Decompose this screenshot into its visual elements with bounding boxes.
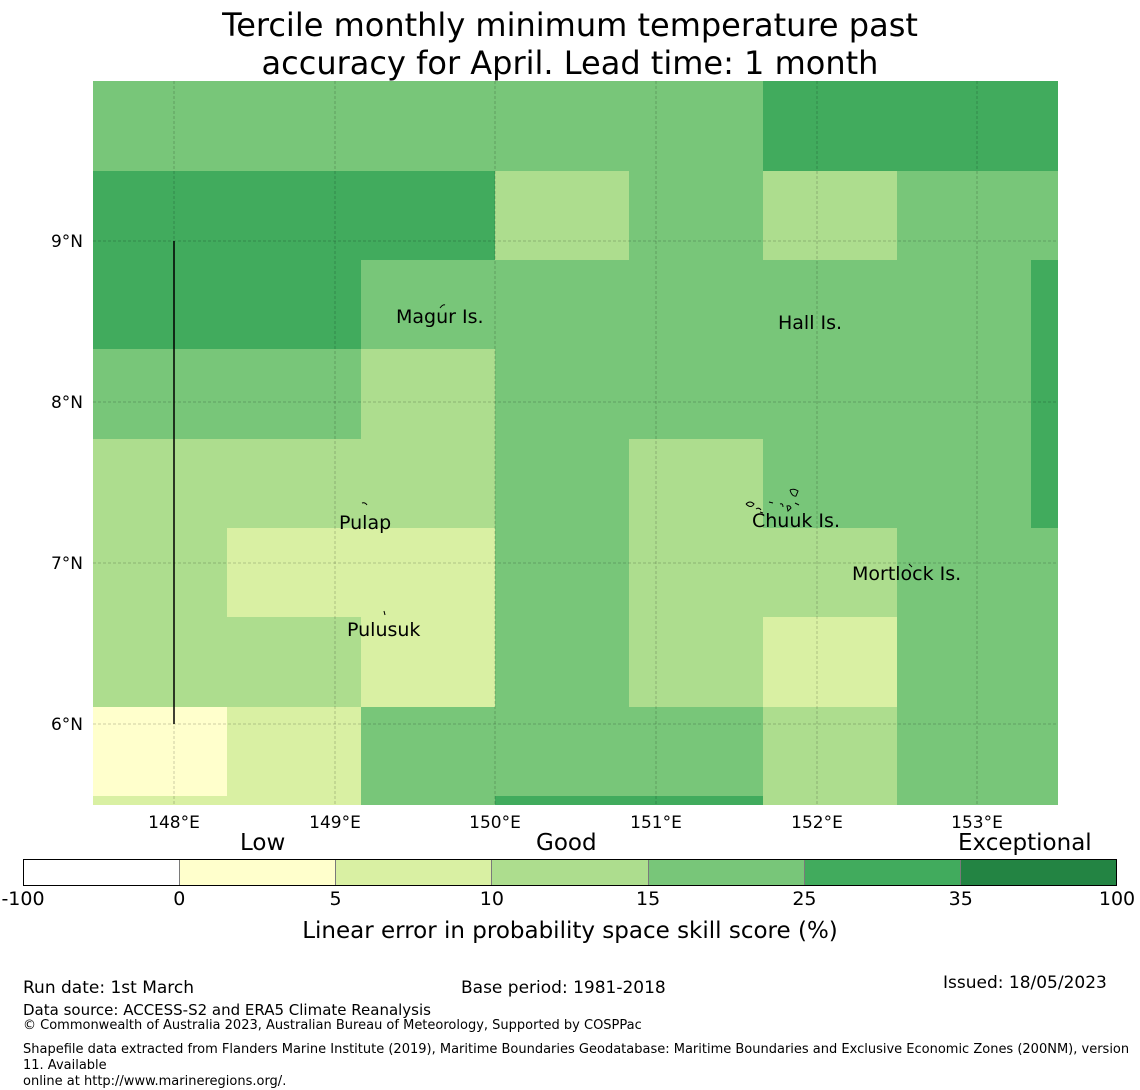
grid-cell — [495, 796, 763, 805]
island-pulusuk — [383, 610, 386, 616]
place-labels: Magur Is. Hall Is. Pulap Chuuk Is. Mortlock … — [339, 306, 961, 641]
lon-label: 149°E — [309, 813, 361, 830]
colorbar-tick-label: 25 — [792, 888, 817, 910]
grid-cell — [93, 171, 495, 260]
skill-map: 148°E 149°E 150°E 151°E 152°E 153°E 9°N 8°N 7°N… — [51, 81, 1058, 830]
shapefile-credit-line-1: Shapefile data extracted from Flanders M… — [23, 1042, 1130, 1073]
base-period: Base period: 1981-2018 — [461, 978, 666, 998]
colorbar-segment — [804, 860, 961, 885]
colorbar-tick-label: 5 — [329, 888, 342, 910]
colorbar-segment — [24, 860, 181, 885]
colorbar-tick-label: -100 — [1, 888, 45, 910]
grid-cell — [495, 439, 629, 528]
grid-cell — [93, 707, 227, 796]
colorbar-segment — [336, 860, 493, 885]
shapefile-credit: Shapefile data extracted from Flanders M… — [23, 1042, 1133, 1090]
grid-cell — [763, 707, 897, 805]
colorbar-segment — [492, 860, 649, 885]
lon-label: 150°E — [469, 813, 521, 830]
shapefile-credit-line-2: online at http://www.marineregions.org/. — [23, 1074, 287, 1089]
title-line-1: Tercile monthly minimum temperature past — [222, 6, 918, 44]
grid-cell — [763, 171, 897, 260]
lat-label: 9°N — [51, 232, 83, 252]
island-magur — [439, 304, 446, 309]
place-label: Pulap — [339, 512, 391, 534]
grid-cell — [361, 617, 495, 707]
lon-label: 148°E — [148, 813, 200, 830]
lon-label: 151°E — [630, 813, 682, 830]
skill-grid — [93, 81, 1058, 805]
category-exceptional: Exceptional — [958, 830, 1092, 856]
grid-cell — [227, 707, 361, 805]
lat-label: 6°N — [51, 715, 83, 735]
grid-cell — [495, 528, 629, 707]
lat-label: 8°N — [51, 393, 83, 413]
island-chuuk — [745, 488, 800, 514]
title-line-2: accuracy for April. Lead time: 1 month — [261, 44, 879, 82]
data-source: Data source: ACCESS-S2 and ERA5 Climate … — [23, 1001, 431, 1019]
place-label: Magur Is. — [396, 306, 484, 328]
grid-cell — [495, 171, 629, 260]
grid-cell — [629, 528, 897, 617]
longitude-labels: 148°E 149°E 150°E 151°E 152°E 153°E — [148, 813, 1003, 830]
grid-cell — [361, 796, 495, 805]
lon-label: 152°E — [791, 813, 843, 830]
grid-cell — [93, 260, 361, 349]
place-label: Hall Is. — [778, 312, 842, 334]
grid-cell — [763, 81, 1058, 171]
grid-cell — [93, 528, 227, 707]
island-outlines — [361, 304, 913, 616]
colorbar-label: Linear error in probability space skill … — [302, 918, 838, 944]
grid-cell — [629, 617, 763, 707]
grid-cell — [763, 439, 1031, 528]
issued-date: Issued: 18/05/2023 — [943, 973, 1107, 993]
category-low: Low — [240, 830, 286, 856]
colorbar-segment — [960, 860, 1116, 885]
grid-cell — [93, 796, 227, 805]
graticule — [93, 81, 1058, 805]
grid-cell — [495, 349, 1031, 439]
colorbar — [23, 859, 1117, 886]
lat-label: 7°N — [51, 554, 83, 574]
colorbar-tick-label: 0 — [173, 888, 186, 910]
grid-cell — [629, 171, 763, 260]
grid-cell — [1031, 260, 1058, 528]
copyright: © Commonwealth of Australia 2023, Austra… — [23, 1018, 642, 1033]
map-title: Tercile monthly minimum temperature past… — [0, 6, 1140, 82]
grid-cell — [361, 349, 495, 439]
colorbar-tick-label: 15 — [636, 888, 661, 910]
colorbar-tick-label: 10 — [479, 888, 504, 910]
grid-cell — [227, 617, 361, 707]
grid-cell — [361, 707, 763, 796]
colorbar-segment — [180, 860, 337, 885]
grid-cell — [93, 349, 361, 439]
island-pulap — [361, 502, 368, 506]
latitude-labels: 9°N 8°N 7°N 6°N — [51, 232, 83, 735]
grid-cell — [629, 439, 763, 528]
colorbar-tick-label: 35 — [948, 888, 973, 910]
grid-cell — [361, 260, 1031, 349]
island-mortlock — [908, 563, 913, 568]
grid-cell — [897, 528, 1058, 805]
place-label: Pulusuk — [347, 619, 420, 641]
colorbar-tick-label: 100 — [1098, 888, 1136, 910]
grid-cell — [227, 528, 495, 617]
grid-cell — [897, 171, 1058, 260]
lon-label: 153°E — [951, 813, 1003, 830]
colorbar-segment — [648, 860, 805, 885]
place-label: Chuuk Is. — [752, 510, 840, 532]
grid-cell — [93, 81, 763, 171]
grid-cell — [763, 617, 897, 707]
run-date: Run date: 1st March — [23, 978, 195, 998]
category-good: Good — [536, 830, 597, 856]
place-label: Mortlock Is. — [852, 563, 961, 585]
grid-cell — [93, 439, 495, 528]
